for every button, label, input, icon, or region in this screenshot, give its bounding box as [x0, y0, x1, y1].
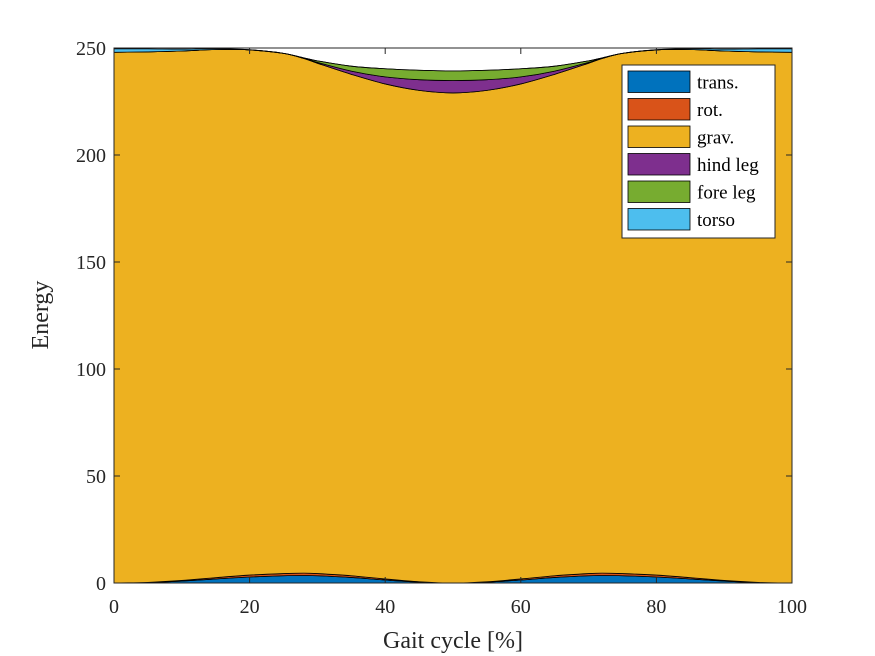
x-axis: 0 20 40 60 80 100 [109, 48, 807, 618]
x-tick-label: 0 [109, 596, 119, 618]
y-tick-label: 200 [76, 145, 106, 167]
x-tick-label: 20 [240, 596, 260, 618]
legend-label: grav. [697, 128, 734, 149]
x-axis-label: Gait cycle [%] [383, 628, 523, 654]
legend-swatch [627, 180, 691, 203]
y-tick-label: 250 [76, 38, 106, 60]
y-tick-label: 0 [96, 573, 106, 595]
legend-swatch [627, 125, 691, 148]
y-axis-label: Energy [28, 281, 54, 350]
legend-label: torso [697, 210, 735, 231]
legend-label: rot. [697, 100, 723, 121]
legend: trans. rot. grav. hind leg fore leg torso [621, 64, 776, 239]
legend-label: trans. [697, 73, 739, 94]
legend-swatch [627, 70, 691, 93]
x-tick-label: 100 [777, 596, 807, 618]
legend-label: hind leg [697, 155, 759, 176]
x-tick-label: 80 [646, 596, 666, 618]
axes-box [113, 47, 793, 584]
x-tick-label: 60 [511, 596, 531, 618]
y-tick-label: 100 [76, 359, 106, 381]
legend-label: fore leg [697, 183, 756, 204]
y-tick-label: 50 [86, 466, 106, 488]
x-tick-label: 40 [375, 596, 395, 618]
legend-swatch [627, 98, 691, 121]
legend-swatch [627, 153, 691, 176]
y-axis: 0 50 100 150 200 250 [76, 38, 792, 595]
y-tick-label: 150 [76, 252, 106, 274]
legend-swatch [627, 208, 691, 231]
